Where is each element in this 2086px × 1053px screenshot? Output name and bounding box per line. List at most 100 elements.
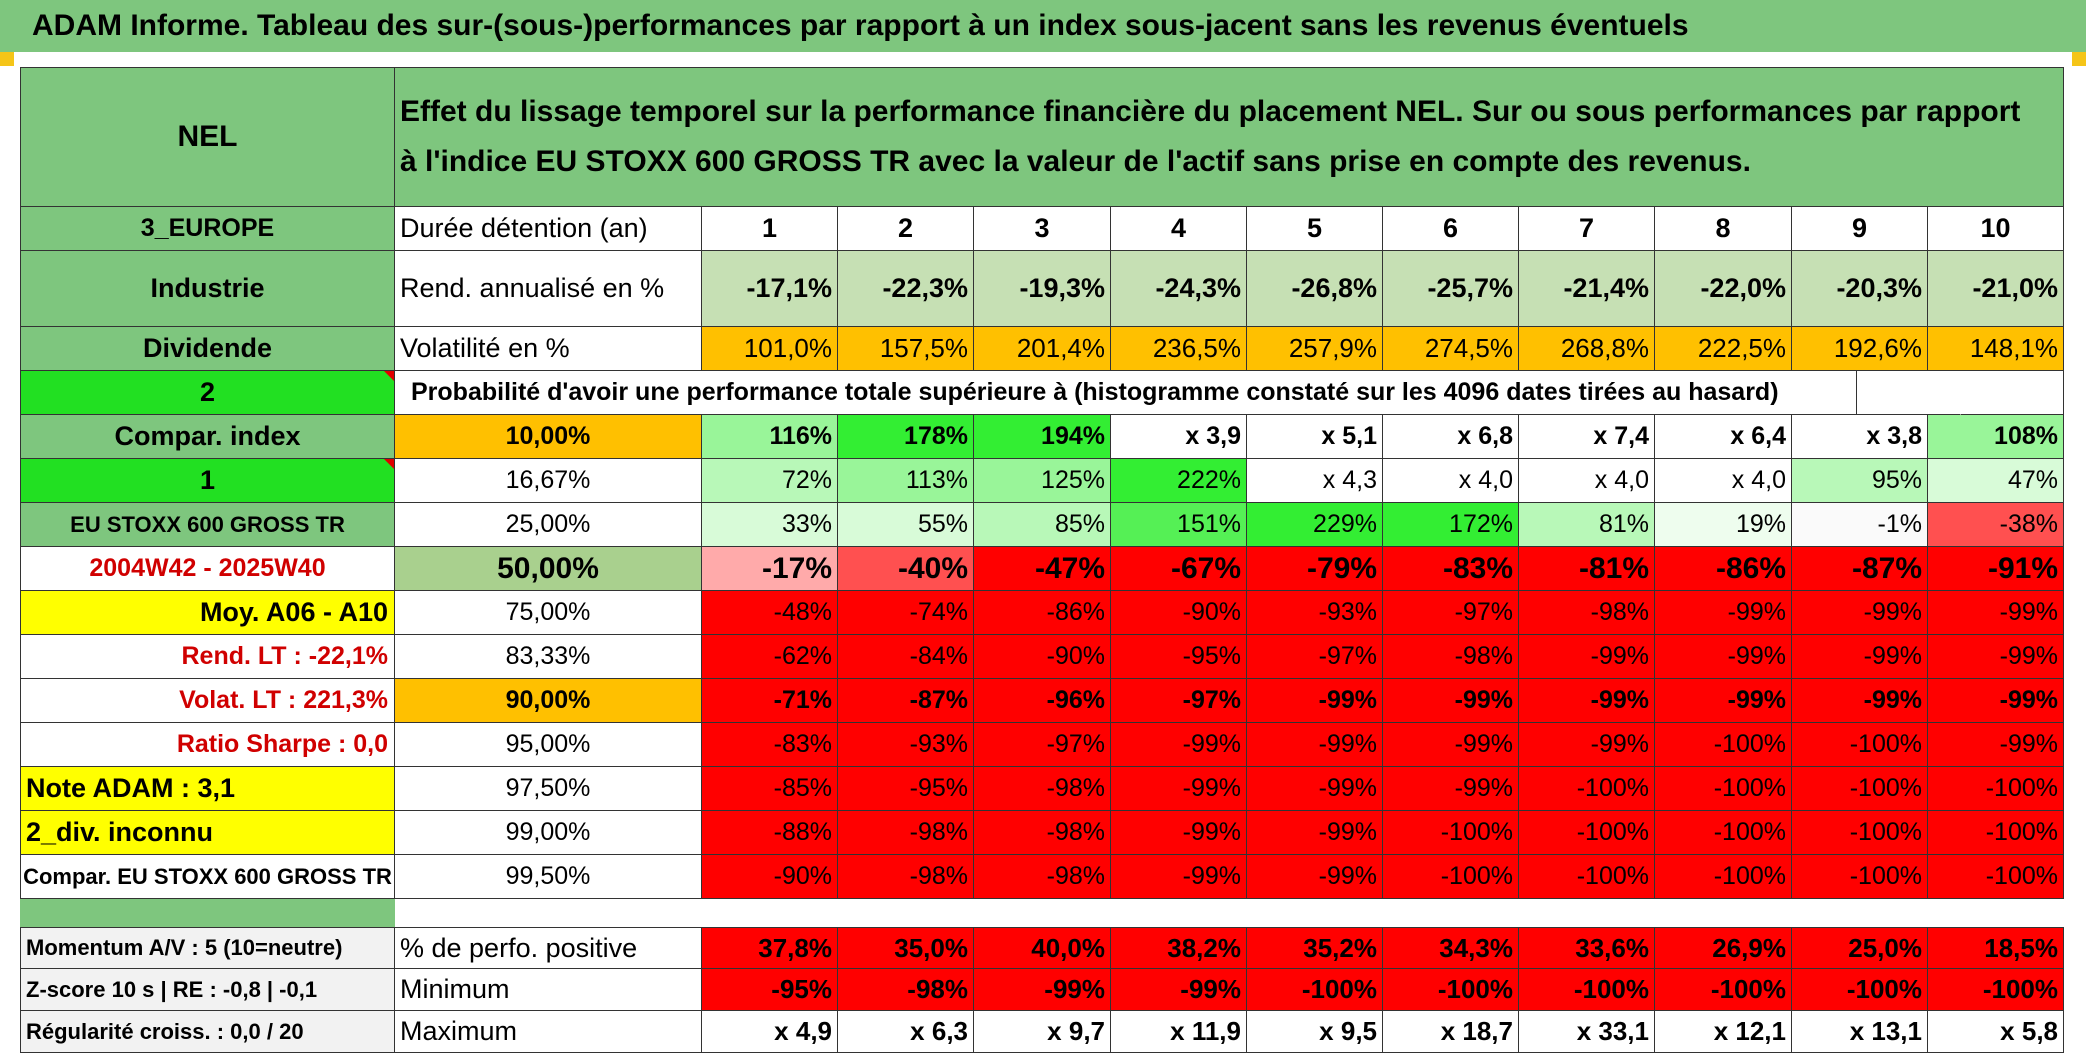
probability-cell: -98%: [1519, 591, 1655, 635]
probability-cell: 72%: [702, 459, 838, 503]
spacer-band: [20, 899, 395, 927]
vol-cell: 274,5%: [1383, 327, 1519, 371]
pos-cell: 40,0%: [974, 927, 1111, 969]
probability-cell: 108%: [1928, 415, 2064, 459]
probability-cell: -100%: [1928, 811, 2064, 855]
min-label: Minimum: [395, 969, 702, 1011]
probability-cell: -100%: [1928, 767, 2064, 811]
probability-cell: -91%: [1928, 547, 2064, 591]
volat-lt-label: Volat. LT : 221,3%: [20, 679, 395, 723]
probability-cell: -99%: [1928, 723, 2064, 767]
probability-cell: -99%: [1519, 679, 1655, 723]
moyenne-label: Moy. A06 - A10: [20, 591, 395, 635]
probability-cell: 125%: [974, 459, 1111, 503]
probability-cell: -95%: [838, 767, 974, 811]
vol-cell: 101,0%: [702, 327, 838, 371]
probability-cell: -99%: [1655, 635, 1792, 679]
min-cell: -100%: [1519, 969, 1655, 1011]
dividend-label: Dividende: [20, 327, 395, 371]
year-header: 5: [1247, 207, 1383, 251]
pos-cell: 18,5%: [1928, 927, 2064, 969]
momentum-label: Momentum A/V : 5 (10=neutre): [20, 927, 395, 969]
probability-cell: -48%: [702, 591, 838, 635]
probability-cell: 95%: [1792, 459, 1928, 503]
probability-cell: x 4,0: [1519, 459, 1655, 503]
year-header: 3: [974, 207, 1111, 251]
year-header: 4: [1111, 207, 1247, 251]
probability-cell: -100%: [1519, 811, 1655, 855]
rend-lt-label: Rend. LT : -22,1%: [20, 635, 395, 679]
probability-cell: -100%: [1792, 723, 1928, 767]
pos-cell: 35,2%: [1247, 927, 1383, 969]
probability-cell: -100%: [1519, 767, 1655, 811]
pos-cell: 25,0%: [1792, 927, 1928, 969]
rend-cell: -25,7%: [1383, 251, 1519, 327]
min-cell: -99%: [974, 969, 1111, 1011]
rend-cell: -22,0%: [1655, 251, 1792, 327]
max-cell: x 9,7: [974, 1011, 1111, 1053]
probability-cell: -71%: [702, 679, 838, 723]
probability-cell: -100%: [1792, 811, 1928, 855]
corner-marker: [0, 52, 14, 66]
vol-cell: 236,5%: [1111, 327, 1247, 371]
probability-cell: -99%: [1247, 811, 1383, 855]
rend-label: Rend. annualisé en %: [395, 251, 702, 327]
probability-cell: -99%: [1792, 635, 1928, 679]
threshold-cell: 99,00%: [395, 811, 702, 855]
threshold-cell: 50,00%: [395, 547, 702, 591]
probability-cell: -84%: [838, 635, 974, 679]
probability-cell: 178%: [838, 415, 974, 459]
empty-cell: [1961, 371, 2064, 415]
probability-cell: -100%: [1655, 855, 1792, 899]
probability-cell: 151%: [1111, 503, 1247, 547]
probability-cell: -99%: [1928, 635, 2064, 679]
max-cell: x 5,8: [1928, 1011, 2064, 1053]
report-title: ADAM Informe. Tableau des sur-(sous-)per…: [0, 0, 2086, 52]
vol-cell: 222,5%: [1655, 327, 1792, 371]
min-cell: -100%: [1792, 969, 1928, 1011]
probability-cell: x 3,8: [1792, 415, 1928, 459]
rend-cell: -21,0%: [1928, 251, 2064, 327]
probability-cell: -47%: [974, 547, 1111, 591]
probability-cell: -87%: [838, 679, 974, 723]
probability-cell: -100%: [1383, 811, 1519, 855]
threshold-cell: 95,00%: [395, 723, 702, 767]
probability-cell: -99%: [1247, 679, 1383, 723]
probability-cell: 113%: [838, 459, 974, 503]
probability-cell: -93%: [838, 723, 974, 767]
probability-cell: x 4,0: [1383, 459, 1519, 503]
threshold-cell: 16,67%: [395, 459, 702, 503]
probability-cell: -98%: [1383, 635, 1519, 679]
min-cell: -100%: [1928, 969, 2064, 1011]
probability-cell: -99%: [1247, 855, 1383, 899]
max-cell: x 11,9: [1111, 1011, 1247, 1053]
probability-cell: -93%: [1247, 591, 1383, 635]
probability-cell: -85%: [702, 767, 838, 811]
badge-2: 2: [20, 371, 395, 415]
probability-cell: -95%: [1111, 635, 1247, 679]
probability-cell: -81%: [1519, 547, 1655, 591]
vol-cell: 201,4%: [974, 327, 1111, 371]
note-adam-label: Note ADAM : 3,1: [20, 767, 395, 811]
corner-marker: [2072, 52, 2086, 66]
probability-cell: -99%: [1519, 723, 1655, 767]
probability-cell: -79%: [1247, 547, 1383, 591]
probability-cell: -100%: [1383, 855, 1519, 899]
probability-cell: 55%: [838, 503, 974, 547]
pos-cell: 33,6%: [1519, 927, 1655, 969]
year-header: 1: [702, 207, 838, 251]
probability-cell: -62%: [702, 635, 838, 679]
probability-cell: -88%: [702, 811, 838, 855]
probability-cell: -99%: [1655, 679, 1792, 723]
probability-cell: -100%: [1655, 767, 1792, 811]
probability-cell: x 6,8: [1383, 415, 1519, 459]
max-cell: x 4,9: [702, 1011, 838, 1053]
probability-caption: Probabilité d'avoir une performance tota…: [395, 371, 1857, 415]
compar-full-label: Compar. EU STOXX 600 GROSS TR: [20, 855, 395, 899]
threshold-cell: 90,00%: [395, 679, 702, 723]
min-cell: -100%: [1655, 969, 1792, 1011]
pos-label: % de perfo. positive: [395, 927, 702, 969]
probability-cell: 33%: [702, 503, 838, 547]
probability-cell: -1%: [1792, 503, 1928, 547]
probability-cell: -99%: [1383, 767, 1519, 811]
